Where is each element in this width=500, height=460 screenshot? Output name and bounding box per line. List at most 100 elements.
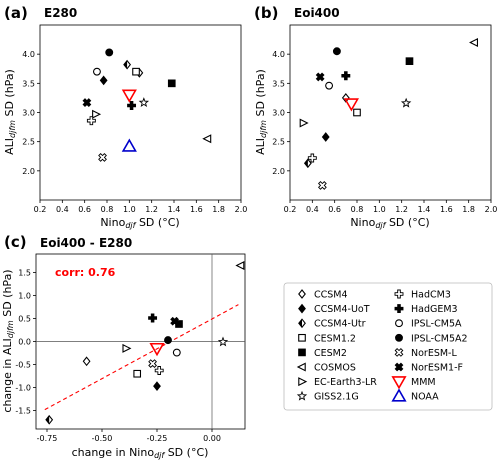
legend-marker: [391, 376, 407, 390]
legend-label: NorESM-L: [411, 348, 457, 359]
legend-marker: [296, 362, 306, 372]
y-tick-label: 3.0: [272, 109, 285, 118]
point-ec-earth3-lr: [299, 118, 309, 128]
point-noresm-l: [98, 153, 107, 162]
legend-label: CESM2: [314, 348, 347, 359]
x-tick-label: 0.2: [284, 205, 297, 214]
x-tick-label: 0.2: [34, 205, 47, 214]
x-tick-label: 0.6: [328, 205, 341, 214]
legend-item-cesm1-2: CESM1.2: [298, 333, 356, 344]
panel-a-axes: 0.2 0.4 0.6 0.8 1.0 1.2 1.4 1.6 1.8 2.0 2.0 2.5 3.0 3…: [22, 50, 247, 214]
panel-a-ylabel: ALIdjfm SD (hPa): [3, 69, 17, 155]
x-tick-label: -0.25: [147, 434, 168, 443]
panel-b-xlabel: Ninodjf SD (°C): [350, 216, 429, 230]
x-tick-label: -0.75: [37, 434, 58, 443]
y-tick-label: -1.5: [15, 407, 31, 416]
point-ec-earth3-lr: [122, 343, 132, 353]
point-ipsl-cm5a2: [332, 47, 341, 56]
legend-label: MMM: [411, 377, 436, 388]
y-tick-label: 3.5: [272, 79, 285, 88]
x-tick-label: 0.4: [56, 205, 69, 214]
x-tick-label: 1.4: [168, 205, 181, 214]
point-ccsm4-utr: [303, 158, 312, 169]
point-cesm1-2: [132, 67, 140, 76]
legend-item-ipsl-cm5a: IPSL-CM5A: [395, 319, 462, 330]
legend-marker: [298, 348, 306, 357]
point-hadcm3: [154, 366, 164, 375]
panel-b-letter: (b): [254, 4, 278, 22]
legend-item-ccsm4-uot: CCSM4-UoT: [298, 303, 370, 315]
point-hadcm3: [86, 116, 96, 126]
point-noresm1-f: [315, 72, 325, 82]
point-ec-earth3-lr: [92, 109, 102, 119]
x-tick-label: 1.6: [190, 205, 203, 214]
y-tick-label: 0.0: [18, 338, 31, 347]
regression-line: [44, 304, 239, 411]
y-tick-label: 2.5: [22, 138, 35, 147]
legend-label: NOAA: [411, 392, 439, 403]
panel-c-xlabel: change in Ninodjf SD (°C): [72, 446, 209, 460]
point-cesm1-2: [353, 108, 361, 117]
point-ipsl-cm5a2: [105, 48, 114, 57]
panel-a-frame: [39, 24, 242, 201]
legend-label: CCSM4: [314, 290, 348, 301]
point-ccsm4-uot: [321, 132, 330, 142]
legend-item-giss2-1g: GISS2.1G: [296, 390, 359, 403]
point-ccsm4: [341, 93, 350, 103]
x-tick-label: 0.6: [78, 205, 91, 214]
y-tick-label: 2.0: [22, 167, 35, 176]
y-tick-label: 3.0: [22, 109, 35, 118]
legend-item-ccsm4-utr: CCSM4-Utr: [298, 318, 366, 330]
legend-item-ccsm4: CCSM4: [298, 289, 348, 301]
point-ipsl-cm5a: [92, 67, 101, 76]
point-mmm: [343, 98, 359, 112]
x-tick-label: 1.2: [145, 205, 158, 214]
panel-c-annotation: corr: 0.76: [55, 266, 116, 279]
point-ccsm4-utr: [45, 414, 54, 425]
legend-item-ec-earth3-lr: EC-Earth3-LR: [298, 377, 377, 388]
x-tick-label: 1.8: [462, 205, 475, 214]
y-tick-label: 1.5: [18, 268, 31, 277]
panel-c-title: Eoi400 - E280: [40, 236, 132, 250]
legend-marker: [298, 333, 306, 342]
x-tick-label: 1.4: [418, 205, 431, 214]
legend-label: IPSL-CM5A: [411, 319, 462, 330]
point-giss2-1g: [217, 336, 229, 347]
panel-c-ylabel: change in ALIdjfm SD (hPa): [1, 269, 15, 412]
point-ccsm4: [82, 356, 91, 367]
point-ipsl-cm5a: [325, 81, 334, 90]
point-ccsm4-utr: [123, 59, 132, 70]
y-tick-label: 0.5: [18, 314, 31, 323]
x-tick-label: 0.4: [306, 205, 319, 214]
point-giss2-1g: [138, 97, 150, 107]
y-tick-label: -1.0: [15, 384, 31, 393]
legend-label: CCSM4-UoT: [314, 304, 370, 315]
x-tick-label: 0.8: [351, 205, 364, 214]
legend-marker: [296, 390, 308, 401]
legend-label: EC-Earth3-LR: [314, 377, 377, 388]
y-tick-label: -0.5: [15, 361, 31, 370]
legend-marker: [298, 318, 306, 329]
point-mmm: [149, 342, 165, 357]
panel-b-frame: [289, 24, 492, 201]
point-noresm-l: [148, 359, 157, 369]
y-tick-label: 4.0: [272, 50, 285, 59]
legend-marker: [394, 304, 404, 314]
point-cosmos: [235, 261, 245, 271]
legend-frame: [283, 282, 493, 411]
point-noresm1-f: [170, 316, 179, 326]
legend-item-cosmos: COSMOS: [296, 362, 356, 374]
panel-b: (b) Eoi400 0.2 0.4 0.6 0.8 1.0 1.2 1.4 1.6 1.8 2.…: [254, 4, 497, 230]
x-tick-label: 0.8: [101, 205, 114, 214]
panel-a-xlabel: Ninodjf SD (°C): [100, 216, 179, 230]
point-ipsl-cm5a: [172, 348, 181, 357]
legend-marker: [395, 319, 403, 328]
legend-label: IPSL-CM5A2: [411, 333, 468, 344]
point-mmm: [121, 89, 137, 103]
point-cesm2: [405, 57, 414, 65]
panel-b-ylabel: ALIdjfm SD (hPa): [254, 69, 268, 155]
legend-item-hadgem3: HadGEM3: [394, 304, 458, 315]
legend: CCSM4 CCSM4-UoT CCSM4-Utr CESM1.2 CESM2 COSMO…: [283, 282, 493, 411]
x-tick-label: 1.8: [212, 205, 225, 214]
